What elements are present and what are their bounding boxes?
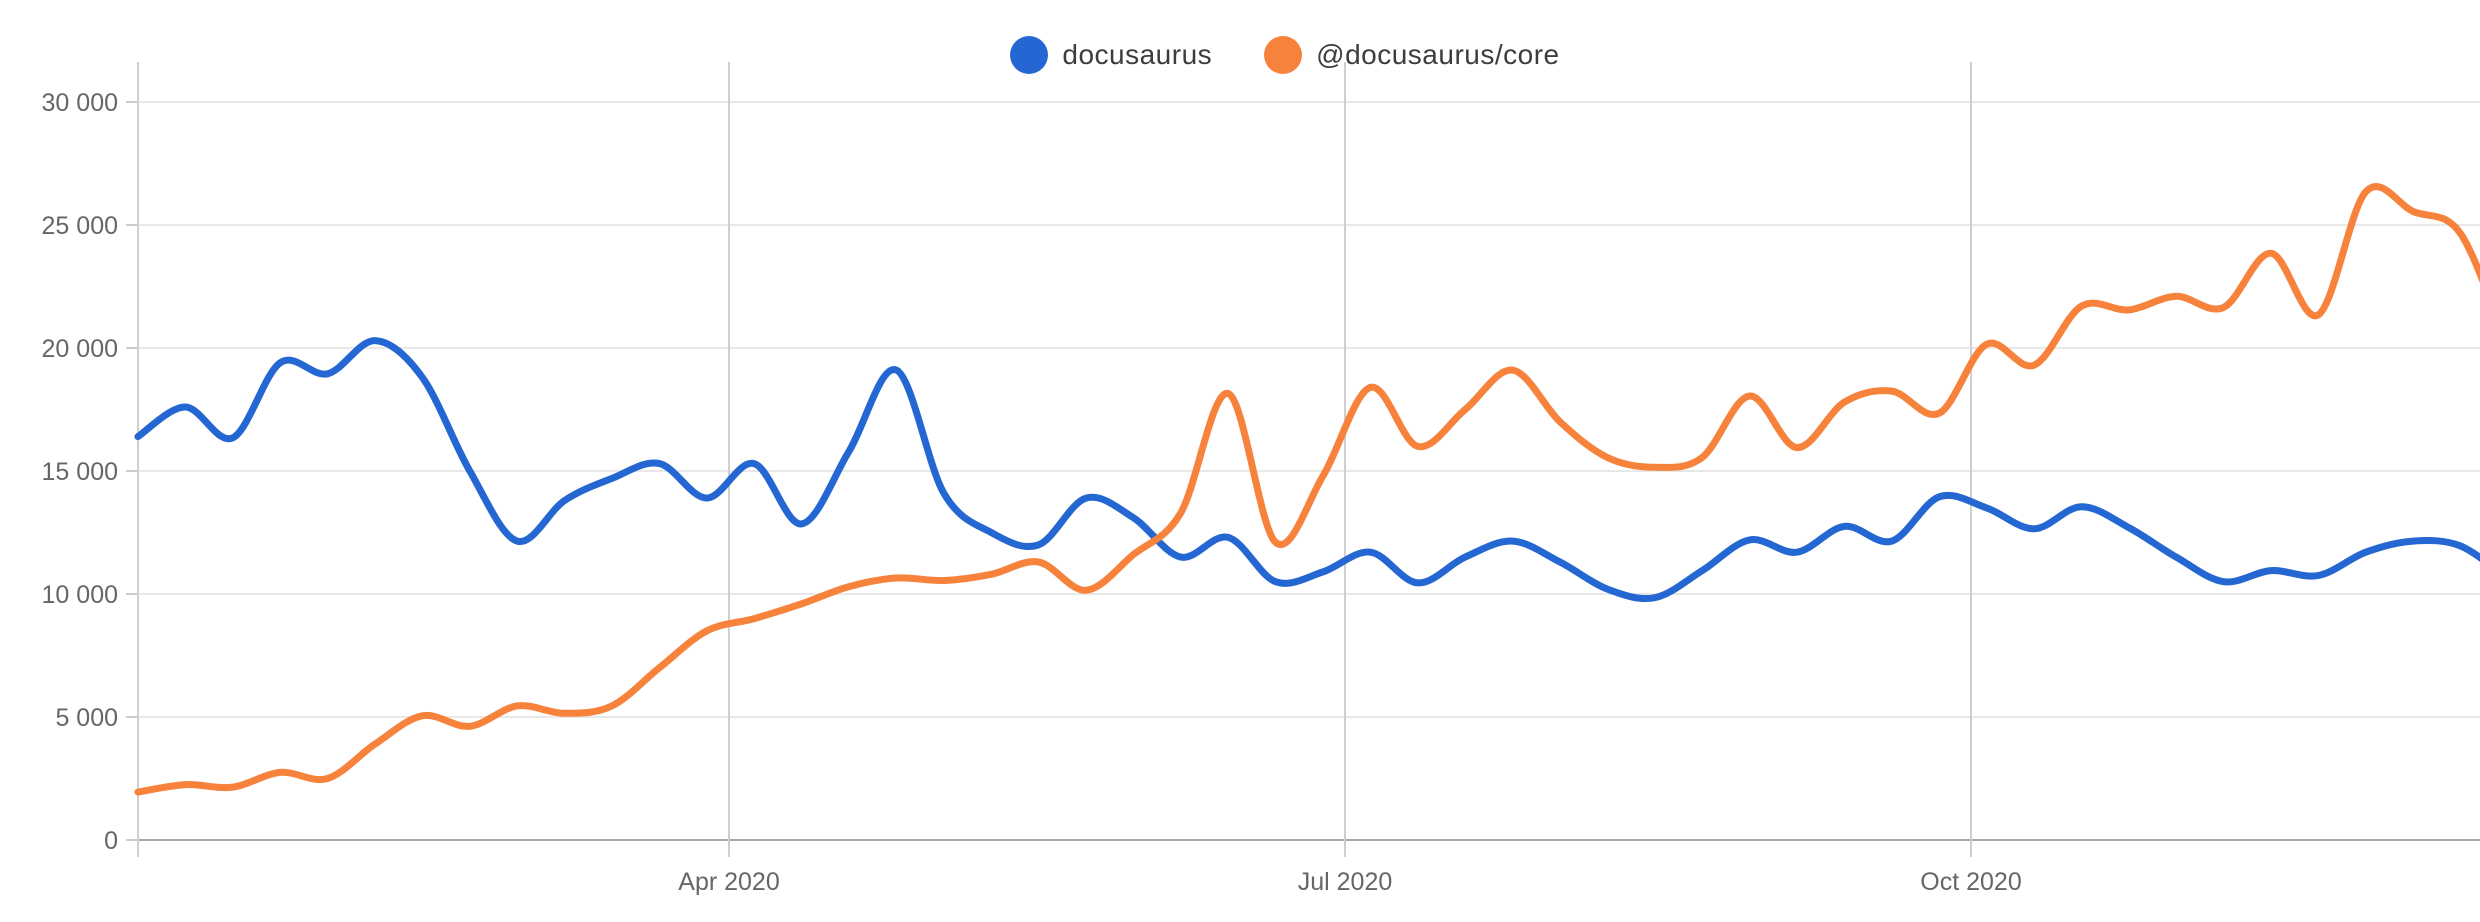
legend-color-dot-icon — [1010, 36, 1049, 74]
legend-color-dot-icon — [1264, 36, 1303, 74]
x-tick-label: Jul 2020 — [1298, 868, 1393, 896]
series-lines — [134, 183, 2480, 796]
x-axis-tick-labels: Apr 2020 Jul 2020 Oct 2020 — [678, 868, 2021, 896]
y-tick-label: 20 000 — [42, 335, 118, 363]
legend-item-docusaurus[interactable]: docusaurus — [1010, 36, 1212, 74]
horizontal-gridlines — [126, 101, 2480, 841]
y-tick-label: 10 000 — [42, 581, 118, 609]
y-tick-label: 25 000 — [42, 212, 118, 240]
series-line-docusaurus[interactable] — [134, 337, 2480, 602]
y-tick-label: 15 000 — [42, 458, 118, 486]
chart-legend: docusaurus @docusaurus/core — [45, 36, 2480, 74]
y-tick-label: 30 000 — [42, 89, 118, 117]
legend-label: @docusaurus/core — [1316, 39, 1560, 70]
y-axis-tick-labels: 0 5 000 10 000 15 000 20 000 25 000 30 000 — [42, 89, 118, 855]
x-tick-label: Apr 2020 — [678, 868, 779, 896]
x-tick-label: Oct 2020 — [1920, 868, 2021, 896]
y-tick-label: 0 — [104, 827, 118, 855]
series-line-docusaurus-core[interactable] — [134, 183, 2480, 796]
y-tick-label: 5 000 — [55, 704, 118, 732]
legend-label: docusaurus — [1062, 39, 1213, 70]
legend-item-docusaurus-core[interactable]: @docusaurus/core — [1264, 36, 1559, 74]
vertical-gridlines — [137, 62, 1972, 857]
